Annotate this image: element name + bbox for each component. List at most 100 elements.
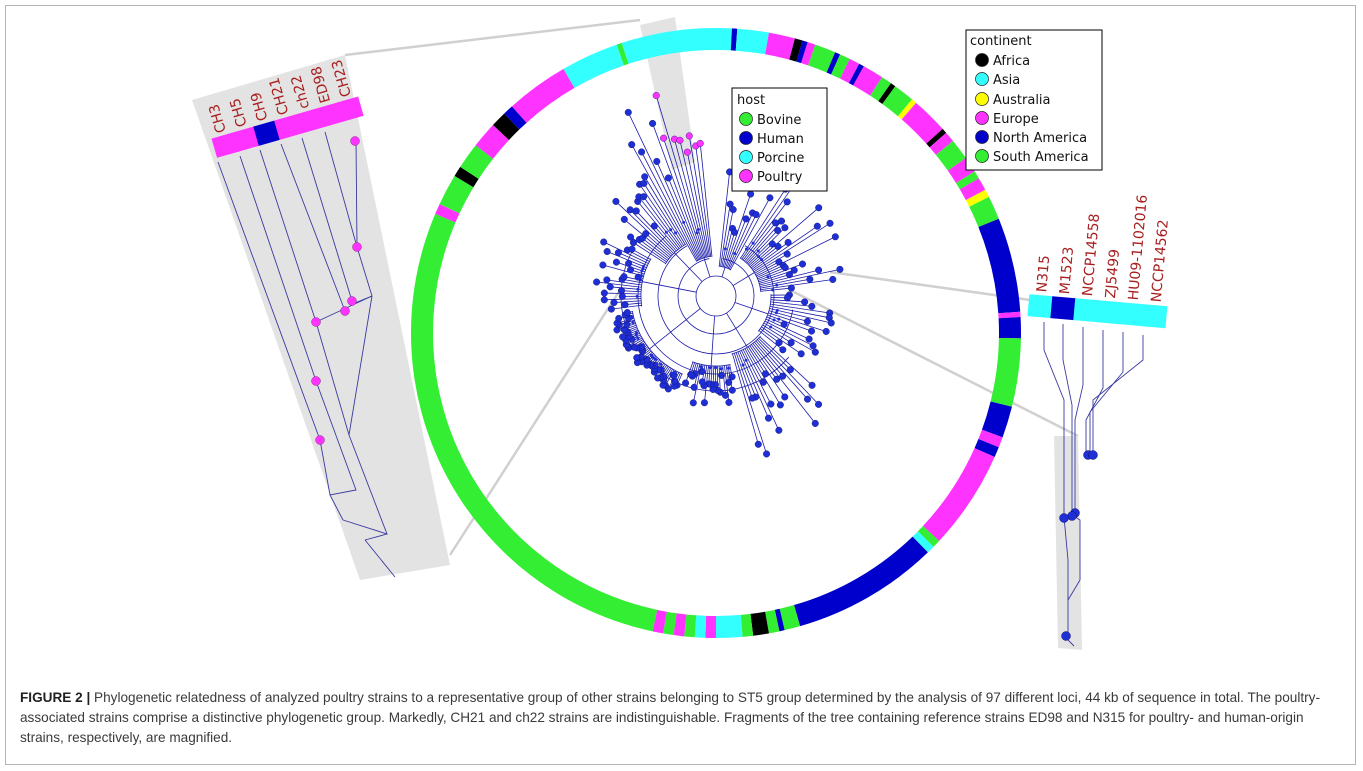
tree-tip-163: [606, 283, 614, 291]
host-swatch-human: [739, 131, 753, 145]
tree-tip-52: [801, 298, 809, 306]
ring-segment-57: [511, 68, 575, 123]
ring-segment-35: [912, 531, 934, 553]
tree-tip-167: [620, 273, 628, 281]
right-strain-label-n315: N315: [1034, 255, 1053, 293]
left-node-d: [311, 317, 321, 327]
tree-tip-58: [822, 327, 830, 335]
tree-tip-26: [783, 198, 791, 206]
ring-segment-7: [808, 44, 836, 73]
tree-tip-13: [696, 139, 704, 147]
continent-label-africa: Africa: [993, 54, 1030, 69]
tree-tip-187: [650, 222, 658, 230]
tree-tip-30: [781, 224, 789, 232]
left-node-a: [352, 242, 362, 252]
ring-segment-27: [998, 311, 1021, 319]
ring-segment-31: [978, 429, 1003, 448]
tree-tip-36: [826, 219, 834, 227]
ring-segment-17: [901, 102, 943, 144]
ring-segment-59: [616, 42, 629, 66]
ring-segment-50: [435, 204, 460, 223]
tree-tip-156: [607, 305, 615, 313]
tree-tip-164: [593, 278, 601, 286]
tree-tip-192: [640, 179, 648, 187]
tree-tip-173: [603, 248, 611, 256]
tree-tip-102: [689, 399, 697, 407]
left-bar-cell-6: [336, 96, 364, 122]
ring-segment-34: [917, 526, 940, 547]
left-strain-label-ch9: CH9: [248, 90, 271, 122]
ring-segment-8: [826, 52, 841, 75]
caption-text: Phylogenetic relatedness of analyzed pou…: [20, 690, 1320, 745]
tree-tip-159: [600, 296, 608, 304]
left-node-ch23: [350, 136, 360, 146]
ring-segment-37: [779, 605, 801, 631]
ring-segment-6: [801, 42, 816, 66]
right-bar-cell-0: [1027, 294, 1053, 319]
tree-tip-6: [660, 134, 668, 142]
host-legend: host Bovine Human Porcine Poultry: [731, 87, 828, 192]
ring-segment-58: [563, 44, 624, 88]
ring-segment-14: [878, 83, 896, 105]
ring-segment-33: [922, 448, 995, 542]
ring-segment-51: [439, 175, 474, 214]
ring-segment-18: [926, 128, 947, 148]
tree-tip-46: [836, 265, 844, 273]
ring-segment-43: [705, 615, 716, 638]
right-zoom-tree: N315 M1523 NCCP14558 ZJ5499 HU09-1102016NCCP…: [1027, 194, 1172, 647]
tree-tip-23: [766, 194, 774, 202]
ring-segment-56: [504, 106, 527, 130]
ring-segment-55: [492, 113, 520, 140]
continent-legend-title: continent: [970, 34, 1032, 49]
tree-tip-11: [685, 132, 693, 140]
ring-segment-19: [929, 132, 954, 155]
right-strain-label-nccp14562: NCCP14562: [1149, 219, 1172, 303]
tree-tip-39: [831, 233, 839, 241]
ring-segment-12: [853, 66, 883, 96]
continent-swatch-australia: [975, 92, 989, 106]
tree-tip-62: [809, 342, 817, 350]
continent-swatch-north-america: [975, 130, 989, 144]
right-strain-label-hu09-1102016: HU09-1102016: [1126, 194, 1151, 301]
tree-tip-81: [764, 414, 772, 422]
tree-tip-2: [624, 108, 632, 116]
ring-segment-23: [959, 178, 986, 201]
caption-label: FIGURE 2 |: [20, 690, 91, 705]
right-zoom-continent-bar: [1027, 294, 1168, 329]
tree-tip-22: [752, 211, 760, 219]
continent-label-asia: Asia: [993, 73, 1020, 88]
tree-tip-77: [776, 401, 784, 409]
tree-tip-75: [781, 393, 789, 401]
tree-tip-42: [798, 260, 806, 268]
right-node-e: [1059, 513, 1069, 523]
tree-tip-100: [698, 378, 706, 386]
tree-tip-183: [642, 230, 650, 238]
tree-tip-90: [721, 391, 729, 399]
tree-tip-72: [779, 372, 787, 380]
tree-tip-7: [652, 92, 660, 100]
left-strain-label-ch5: CH5: [227, 96, 250, 128]
tree-tip-59: [808, 327, 816, 335]
tree-tip-185: [626, 206, 634, 214]
host-label-human: Human: [757, 132, 804, 147]
tree-tip-162: [618, 287, 626, 295]
tree-tip-65: [797, 350, 805, 358]
tree-tip-89: [725, 398, 733, 406]
tree-tip-132: [633, 354, 641, 362]
left-node-f: [315, 435, 325, 445]
left-strain-label-ch3: CH3: [206, 102, 229, 134]
continent-ring: [410, 28, 1022, 638]
ring-segment-49: [410, 213, 658, 632]
tree-tip-61: [805, 335, 813, 343]
tree-tip-107: [682, 379, 690, 387]
tree-tip-66: [775, 339, 783, 347]
tree-tip-44: [785, 271, 793, 279]
ring-segment-52: [454, 166, 479, 188]
tree-tip-80: [775, 426, 783, 434]
ring-segment-15: [882, 86, 913, 117]
tree-tip-165: [603, 276, 611, 284]
right-bar-cell-2: [1073, 298, 1099, 323]
left-bar-cell-3: [274, 114, 302, 140]
ring-segment-42: [716, 614, 743, 638]
tree-tip-67: [779, 346, 787, 354]
